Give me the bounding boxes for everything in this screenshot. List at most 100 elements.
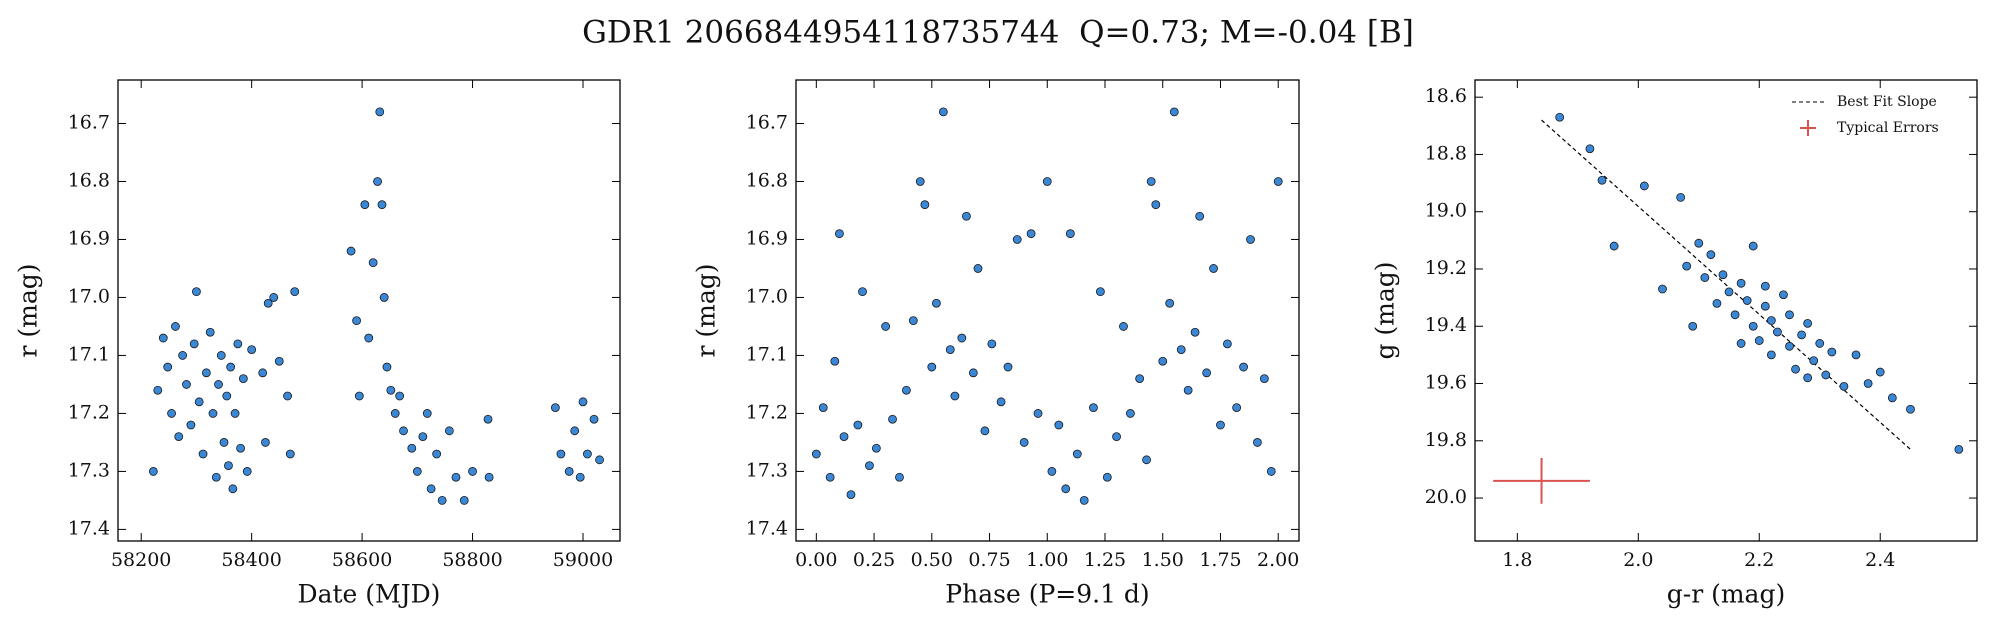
data-point (980, 426, 990, 436)
data-point (938, 107, 948, 117)
data-point (1169, 107, 1179, 117)
data-point (835, 229, 844, 239)
data-point (1839, 381, 1849, 391)
data-point (1183, 385, 1193, 395)
x-axis-label: g-r (mag) (1667, 580, 1785, 609)
data-point (1954, 444, 1964, 454)
x-tick-label: 2.0 (1623, 549, 1653, 571)
fit-line (1541, 119, 1911, 450)
data-point (1216, 420, 1225, 430)
data-point (1906, 404, 1915, 414)
y-tick-label: 16.8 (746, 169, 788, 191)
data-point (811, 449, 821, 459)
data-point (1797, 330, 1807, 340)
data-point (1054, 420, 1064, 430)
x-tick-label: 0.75 (968, 549, 1010, 571)
data-point (1851, 350, 1861, 360)
y-tick-label: 17.0 (746, 285, 788, 307)
data-point (853, 420, 863, 430)
data-point (839, 432, 849, 442)
data-point (422, 409, 432, 418)
data-point (399, 426, 408, 436)
data-point (1821, 370, 1831, 380)
data-point (996, 397, 1006, 407)
data-point (1863, 379, 1873, 388)
data-point (163, 362, 173, 372)
data-point (395, 391, 405, 401)
data-point (1102, 472, 1112, 482)
y-axis-label: r (mag) (14, 263, 43, 357)
data-point (1785, 341, 1794, 351)
data-point (1089, 403, 1098, 413)
y-tick-label: 16.7 (746, 111, 788, 133)
data-point (236, 443, 246, 453)
data-point (908, 316, 918, 326)
x-tick-label: 58800 (442, 549, 502, 571)
data-point (564, 467, 574, 476)
data-point (484, 472, 494, 482)
data-point (1760, 281, 1770, 291)
data-point (871, 443, 881, 453)
x-tick-label: 1.8 (1502, 549, 1532, 571)
data-point (1209, 264, 1218, 273)
data-point (205, 327, 215, 337)
y-tick-label: 19.0 (1425, 200, 1467, 222)
x-tick-label: 59000 (553, 549, 613, 571)
data-point (1555, 112, 1565, 122)
data-point (1815, 339, 1825, 348)
data-point (1126, 409, 1135, 418)
data-point (386, 385, 396, 395)
data-point (987, 339, 997, 349)
x-tick-label: 58400 (221, 549, 281, 571)
y-tick-label: 16.8 (68, 169, 110, 191)
y-tick-label: 16.9 (746, 227, 788, 249)
y-tick-label: 17.1 (68, 343, 110, 365)
data-point (1639, 181, 1649, 191)
legend-label: Best Fit Slope (1837, 94, 1937, 110)
axes-frame (795, 79, 1300, 542)
y-tick-label: 16.9 (68, 227, 110, 249)
data-point (483, 414, 493, 424)
data-point (261, 438, 270, 447)
data-point (1246, 235, 1255, 244)
data-point (1700, 273, 1710, 282)
y-tick-label: 19.8 (1425, 429, 1467, 451)
y-tick-label: 17.4 (68, 517, 110, 539)
data-point (1158, 356, 1168, 366)
data-point (201, 368, 211, 378)
y-tick-label: 19.4 (1425, 314, 1467, 336)
data-point (222, 391, 232, 401)
data-point (1803, 373, 1813, 383)
data-point (214, 380, 223, 389)
data-point (346, 246, 356, 256)
figure-title: GDR1 2066844954118735744 Q=0.73; M=-0.04… (582, 15, 1414, 51)
data-point (208, 409, 218, 418)
data-point (379, 293, 389, 302)
data-point (1259, 374, 1269, 384)
x-tick-label: 2.4 (1865, 549, 1895, 571)
data-point (174, 432, 184, 442)
data-point (1724, 287, 1734, 297)
data-point (578, 397, 588, 407)
data-point (171, 322, 180, 331)
data-point (274, 356, 284, 366)
data-point (968, 368, 978, 378)
data-point (1195, 211, 1205, 221)
data-point (1718, 270, 1728, 280)
data-point (1754, 336, 1764, 345)
data-point (1223, 339, 1232, 349)
data-point (290, 287, 300, 297)
data-point (1165, 298, 1175, 308)
data-point (818, 403, 828, 413)
data-point (360, 200, 370, 210)
data-point (1146, 177, 1156, 186)
data-point (194, 397, 204, 407)
x-tick-label: 1.75 (1199, 549, 1241, 571)
data-point (186, 420, 196, 430)
data-point (927, 362, 937, 372)
data-point (932, 298, 941, 308)
data-point (1061, 484, 1071, 494)
data-point (1003, 362, 1013, 372)
data-point (583, 449, 592, 459)
data-point (158, 333, 168, 343)
